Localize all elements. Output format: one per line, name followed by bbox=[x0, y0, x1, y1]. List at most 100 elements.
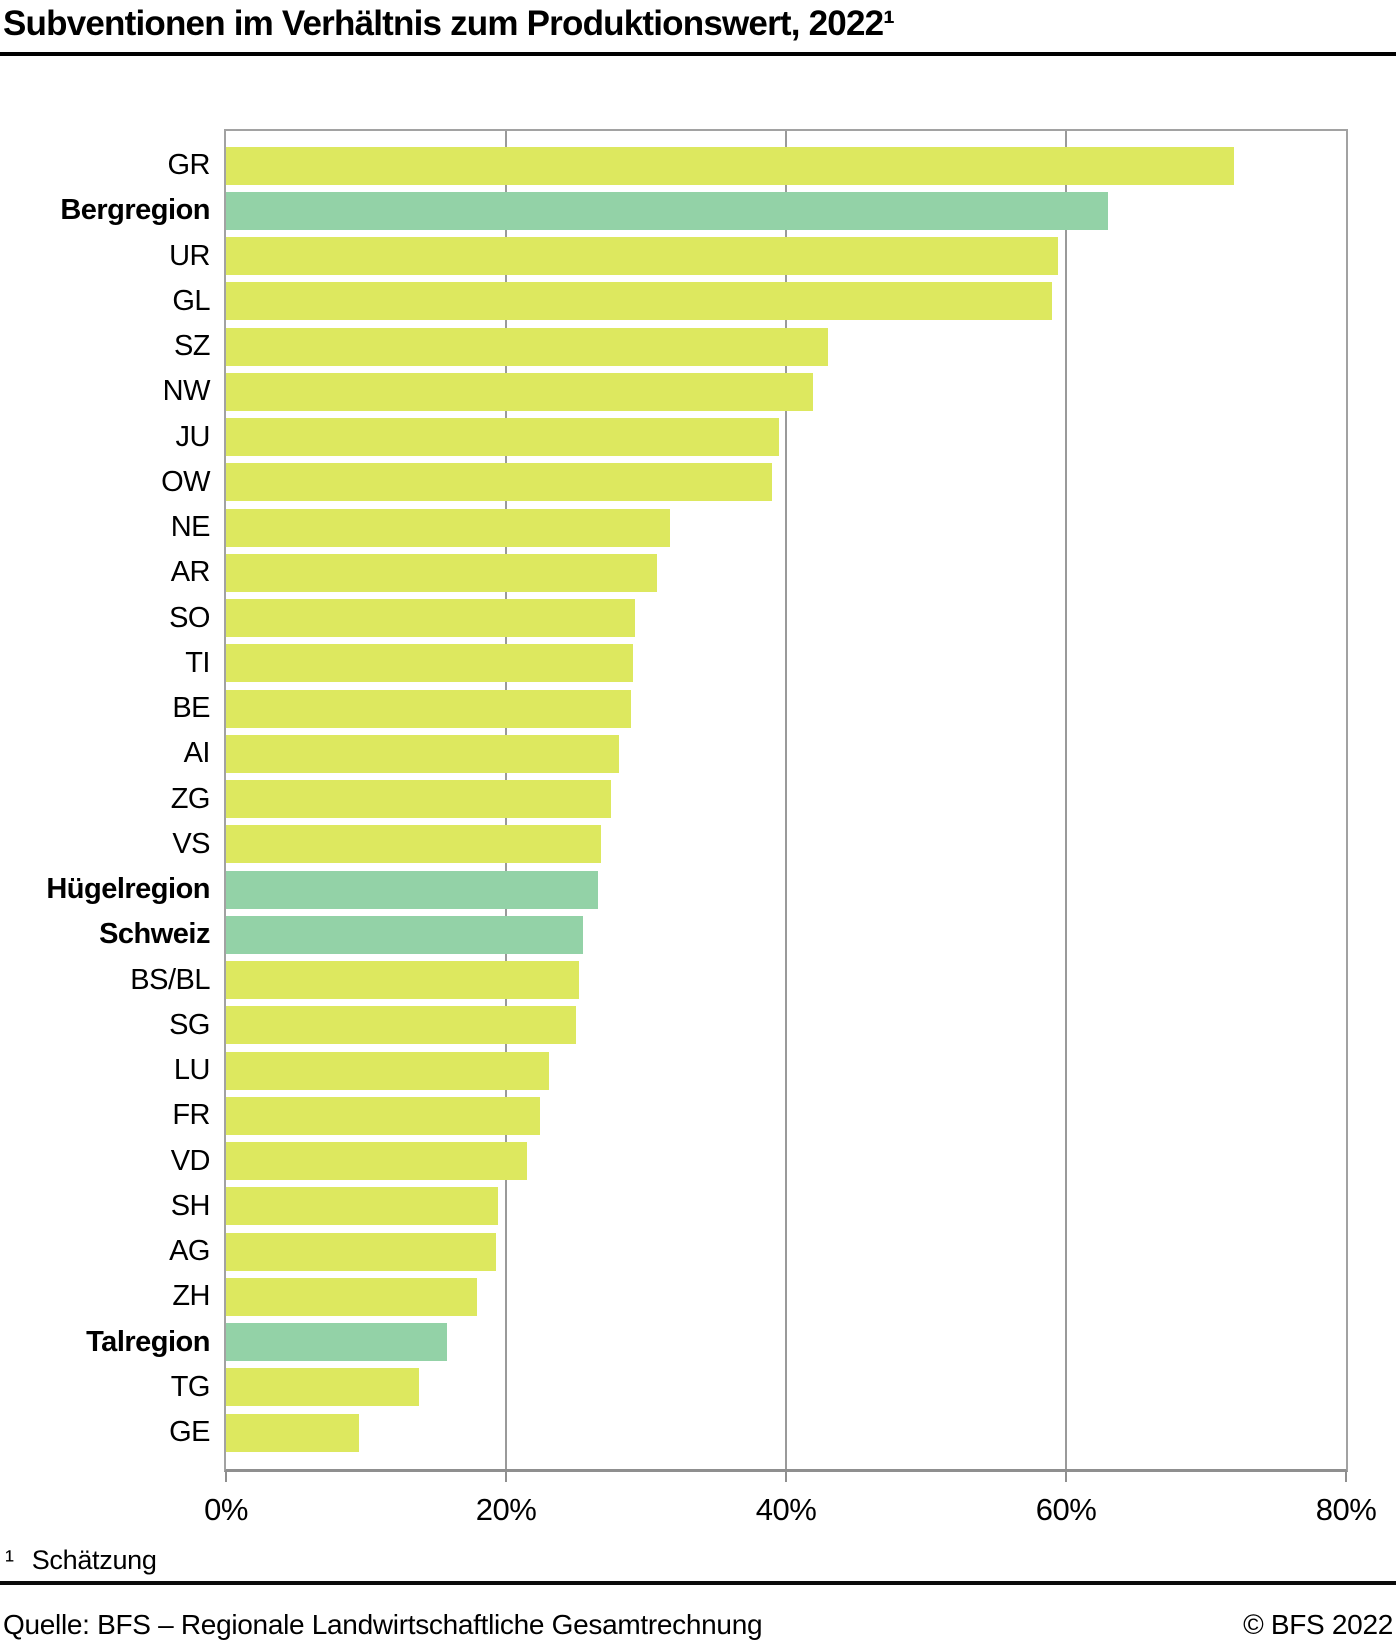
bar bbox=[226, 1142, 527, 1181]
bar bbox=[226, 870, 599, 909]
y-axis-label: Bergregion bbox=[60, 194, 210, 227]
footnote-marker: ¹ bbox=[5, 1545, 14, 1575]
x-axis-tick-label: 60% bbox=[1035, 1492, 1097, 1527]
bar bbox=[226, 825, 602, 864]
bar-row: VS bbox=[172, 822, 1346, 867]
bar bbox=[226, 372, 813, 411]
x-axis-tick bbox=[1345, 1472, 1347, 1482]
x-axis-ticks bbox=[225, 1472, 1347, 1483]
bar bbox=[226, 191, 1108, 230]
y-axis-label: GE bbox=[169, 1416, 210, 1448]
bar bbox=[226, 1006, 576, 1045]
bar bbox=[226, 1277, 477, 1316]
y-axis-label: JU bbox=[175, 420, 211, 453]
y-axis-label: ZG bbox=[170, 782, 211, 815]
bar-row: Schweiz bbox=[99, 912, 1346, 957]
y-axis-label: Talregion bbox=[86, 1325, 210, 1358]
bar-row: GL bbox=[172, 279, 1346, 324]
bar-row: FR bbox=[172, 1093, 1346, 1138]
y-axis-label: SG bbox=[169, 1008, 210, 1041]
x-axis-tick bbox=[1065, 1472, 1067, 1482]
bar-row: TG bbox=[171, 1365, 1346, 1410]
bar bbox=[226, 1368, 420, 1407]
bar-row: UR bbox=[169, 234, 1346, 279]
bar bbox=[226, 1096, 540, 1135]
y-axis-label: SZ bbox=[173, 330, 211, 362]
y-axis-label: AI bbox=[183, 737, 211, 770]
bar-row: NW bbox=[163, 369, 1346, 414]
footnote-text: Schätzung bbox=[31, 1545, 157, 1575]
bar bbox=[226, 689, 631, 728]
title-rule bbox=[0, 52, 1396, 56]
y-axis-label: TG bbox=[170, 1370, 211, 1403]
y-axis-label: VS bbox=[172, 827, 210, 860]
y-axis-label: TI bbox=[185, 646, 210, 679]
footer: Quelle: BFS – Regionale Landwirtschaftli… bbox=[3, 1609, 1393, 1645]
grid-line bbox=[785, 131, 787, 1469]
y-axis-label: OW bbox=[161, 465, 210, 498]
y-axis-label: BE bbox=[172, 692, 210, 724]
bar-row: AI bbox=[184, 731, 1346, 776]
bar bbox=[226, 1187, 498, 1226]
y-axis-label: NE bbox=[170, 511, 211, 543]
bar bbox=[226, 463, 772, 502]
bar-row: BE bbox=[172, 686, 1346, 731]
bar-row: ZG bbox=[171, 777, 1346, 822]
bar bbox=[226, 1323, 448, 1362]
bar-row: SG bbox=[169, 1003, 1346, 1048]
bar-row: NE bbox=[171, 505, 1346, 550]
bar-row: ZH bbox=[172, 1274, 1346, 1319]
bar bbox=[226, 282, 1052, 321]
copyright-text: © BFS 2022 bbox=[1243, 1609, 1393, 1640]
bar bbox=[226, 1413, 359, 1452]
x-axis-tick bbox=[225, 1472, 227, 1482]
y-axis-label: LU bbox=[173, 1054, 211, 1086]
bar-row: AG bbox=[169, 1229, 1346, 1274]
x-axis-tick bbox=[785, 1472, 787, 1482]
bar bbox=[226, 553, 658, 592]
x-axis-labels: 0% 20% 40% 60% 80% bbox=[204, 1492, 1377, 1532]
y-axis-label: UR bbox=[169, 239, 210, 272]
bar bbox=[226, 1051, 550, 1090]
y-axis-label: ZH bbox=[172, 1280, 210, 1313]
chart-plot-area: GR Bergregion UR GL SZ NW JU OW NE AR SO TI BE AI ZG VS… bbox=[46, 129, 1348, 1472]
bar-row: SO bbox=[169, 596, 1346, 641]
bar-rows: GR Bergregion UR GL SZ NW JU OW NE AR SO TI BE AI ZG VS… bbox=[46, 131, 1346, 1469]
page-title: Subventionen im Verhältnis zum Produktio… bbox=[3, 4, 895, 43]
bar-row: Hügelregion bbox=[46, 867, 1346, 912]
footnote: ¹ Schätzung bbox=[5, 1545, 157, 1576]
bar-row: OW bbox=[161, 460, 1346, 505]
y-axis-label: Hügelregion bbox=[46, 873, 210, 905]
y-axis-label: AG bbox=[169, 1235, 210, 1267]
bar-row: VD bbox=[171, 1139, 1346, 1184]
source-text: Quelle: BFS – Regionale Landwirtschaftli… bbox=[3, 1609, 763, 1640]
bar bbox=[226, 599, 635, 638]
bar-row: GR bbox=[168, 143, 1346, 188]
bar bbox=[226, 1232, 497, 1271]
bar-row: Talregion bbox=[86, 1320, 1346, 1365]
y-axis-label: SH bbox=[170, 1189, 211, 1222]
x-axis-tick-label: 40% bbox=[755, 1492, 817, 1527]
y-axis-label: BS/BL bbox=[130, 963, 210, 996]
bar bbox=[226, 237, 1058, 276]
x-axis-tick-label: 80% bbox=[1315, 1492, 1377, 1527]
bar bbox=[226, 644, 634, 683]
bar bbox=[226, 734, 620, 773]
bar bbox=[226, 327, 828, 366]
bar-row: LU bbox=[174, 1048, 1346, 1093]
y-axis-label: SO bbox=[169, 601, 210, 634]
y-axis-label: FR bbox=[172, 1099, 210, 1132]
bar bbox=[226, 915, 583, 954]
bar bbox=[226, 961, 579, 1000]
bar-row: Bergregion bbox=[60, 188, 1346, 233]
bar bbox=[226, 780, 611, 819]
grid-line bbox=[1065, 131, 1067, 1469]
bar-row: TI bbox=[185, 641, 1346, 686]
y-axis-label: Schweiz bbox=[99, 918, 210, 951]
x-axis-tick-label: 0% bbox=[204, 1492, 248, 1527]
y-axis-label: VD bbox=[170, 1144, 211, 1177]
x-axis-tick-label: 20% bbox=[475, 1492, 537, 1527]
y-axis-label: GR bbox=[167, 149, 211, 181]
y-axis-label: NW bbox=[162, 375, 211, 408]
